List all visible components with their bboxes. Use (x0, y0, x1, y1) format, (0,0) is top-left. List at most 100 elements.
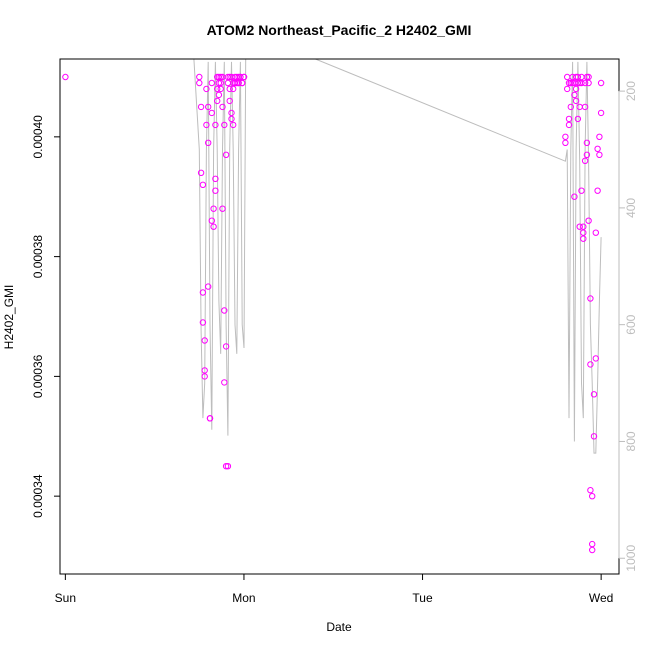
data-point (226, 97, 233, 105)
data-point (581, 79, 589, 87)
data-point (597, 109, 605, 117)
chart-title: ATOM2 Northeast_Pacific_2 H2402_GMI (207, 22, 472, 38)
data-point (574, 115, 582, 123)
data-point (576, 223, 583, 230)
data-point (589, 493, 596, 500)
data-point (583, 151, 591, 159)
data-point (596, 133, 603, 141)
data-point (197, 103, 205, 111)
data-point (208, 79, 216, 87)
data-point (572, 85, 580, 93)
data-point (581, 157, 589, 165)
data-point (228, 109, 235, 117)
x-tick-label: Tue (412, 591, 433, 605)
data-point (201, 373, 208, 380)
data-point (224, 73, 232, 81)
data-point (578, 73, 585, 81)
data-point (590, 391, 598, 398)
data-point (580, 229, 587, 236)
data-point (224, 79, 232, 87)
data-point (565, 121, 573, 129)
data-point (571, 91, 578, 99)
data-point (574, 73, 582, 81)
data-point (587, 487, 594, 494)
data-point (215, 79, 223, 87)
data-point (212, 121, 219, 129)
data-point (221, 379, 228, 386)
data-point (594, 187, 601, 194)
data-point (235, 79, 242, 87)
data-point (208, 109, 216, 117)
data-point (201, 337, 208, 344)
data-point (590, 433, 598, 440)
data-point (583, 139, 591, 147)
data-point (215, 91, 223, 99)
data-point (597, 79, 605, 87)
data-point (196, 73, 203, 81)
y-tick-label: 0.00040 (31, 115, 45, 159)
y-axis: 0.00034 0.00036 0.00038 0.00040 (31, 115, 61, 518)
data-point (212, 187, 219, 194)
data-point (589, 546, 596, 554)
y2-tick-label: 600 (624, 314, 638, 334)
y2-axis: 200 400 600 800 1000 (618, 81, 638, 572)
data-point (222, 343, 230, 350)
data-point (589, 540, 596, 548)
data-point (581, 103, 589, 111)
data-point (231, 79, 239, 87)
data-point (199, 181, 207, 189)
data-point (206, 415, 214, 422)
y2-tick-label: 200 (624, 81, 638, 101)
data-point (567, 103, 574, 111)
y-tick-label: 0.00038 (31, 235, 45, 279)
data-point (215, 73, 223, 81)
y2-tick-label: 1000 (624, 545, 638, 572)
y-tick-label: 0.00036 (31, 354, 45, 398)
data-point (217, 85, 224, 93)
data-point (585, 217, 592, 224)
x-axis-label: Date (326, 620, 352, 634)
data-point (214, 97, 221, 105)
x-tick-label: Sun (55, 591, 76, 605)
data-point (592, 355, 599, 362)
plot-frame (59, 58, 620, 575)
data-point (571, 193, 578, 200)
data-point (580, 235, 587, 242)
data-point (564, 85, 571, 93)
data-point (199, 319, 207, 326)
data-point (221, 307, 228, 314)
data-point (203, 85, 210, 93)
data-point (240, 73, 248, 81)
data-point (594, 145, 601, 153)
data-point (210, 205, 217, 212)
data-point (585, 79, 592, 87)
data-point (592, 229, 599, 236)
data-point (203, 121, 210, 129)
x-tick-label: Mon (232, 591, 255, 605)
data-point (587, 295, 594, 302)
data-point (226, 85, 233, 93)
data-point (562, 133, 569, 141)
data-point (219, 205, 226, 212)
data-point (578, 79, 585, 87)
data-point (237, 73, 244, 81)
data-point (230, 85, 237, 93)
data-point (222, 151, 230, 159)
depth-line (193, 58, 602, 454)
data-point (562, 139, 569, 147)
y2-tick-label: 800 (624, 431, 638, 451)
data-point (210, 223, 217, 230)
data-point (567, 79, 574, 87)
data-point (565, 115, 573, 123)
data-point (574, 79, 582, 87)
x-tick-label: Wed (589, 591, 613, 605)
data-point (580, 223, 587, 230)
data-point (221, 121, 228, 129)
data-point (596, 151, 603, 159)
data-point (576, 103, 583, 111)
x-axis: Sun Mon Tue Wed (55, 573, 613, 605)
data-point (578, 187, 585, 194)
data-point (224, 463, 232, 470)
data-point (214, 85, 221, 93)
